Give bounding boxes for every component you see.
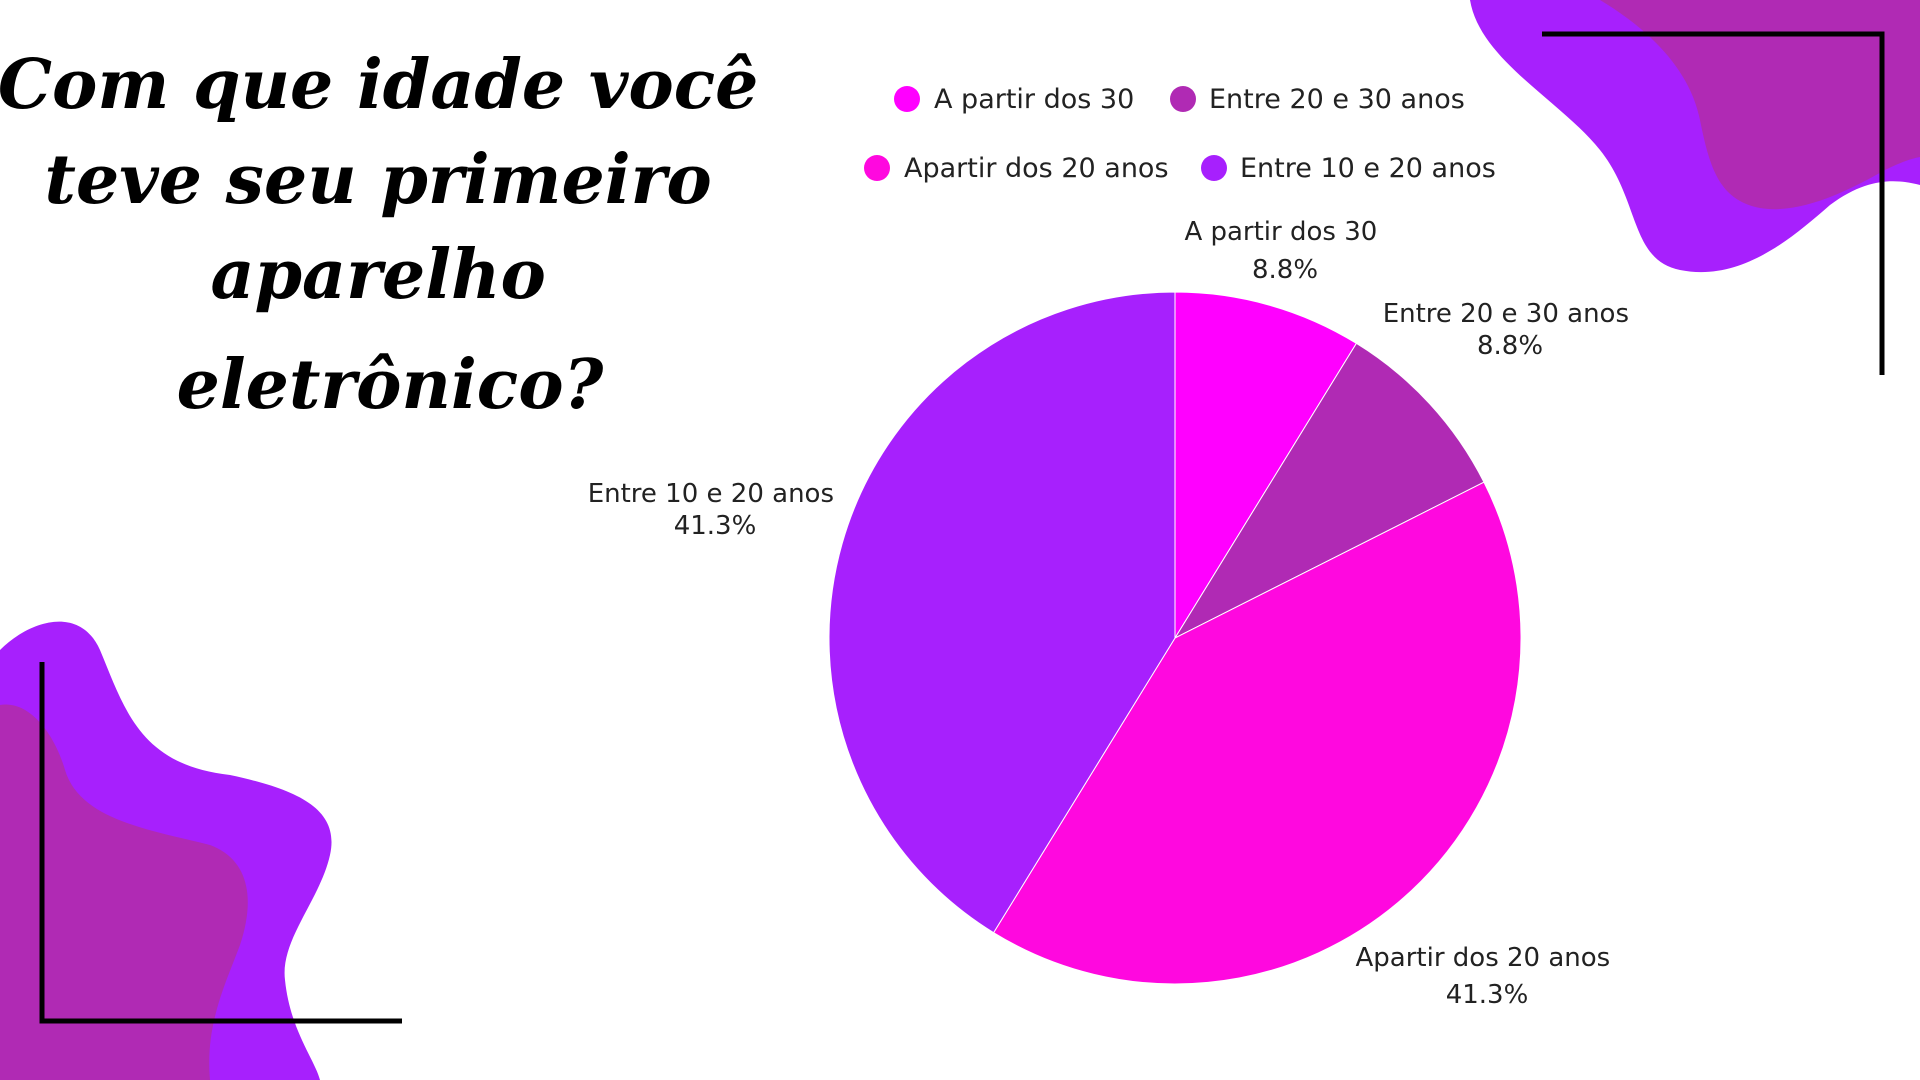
title-line-2: teve seu primeiro xyxy=(45,140,712,220)
legend-label: Entre 20 e 30 anos xyxy=(1209,84,1465,115)
legend-item-entre-10-e-20-anos: Entre 10 e 20 anos xyxy=(1201,153,1496,184)
slice-label-a-partir-dos-30: A partir dos 30 8.8% xyxy=(1184,217,1385,285)
legend-item-a-partir-dos-30: A partir dos 30 xyxy=(894,84,1134,115)
legend-label: Apartir dos 20 anos xyxy=(904,153,1169,184)
legend-item-apartir-dos-20-anos: Apartir dos 20 anos xyxy=(864,153,1169,184)
slice-label-entre-10-e-20-anos: Entre 10 e 20 anos 41.3% xyxy=(588,479,843,541)
slice-label-name: Entre 20 e 30 anos xyxy=(1383,299,1629,329)
legend-item-entre-20-e-30-anos: Entre 20 e 30 anos xyxy=(1170,84,1465,115)
legend-swatch xyxy=(894,86,920,112)
slice-a-partir-dos-30 xyxy=(1174,291,1358,640)
legend-swatch xyxy=(1170,86,1196,112)
frame-bottom-left xyxy=(39,662,402,1024)
page-title: Com que idade você teve seu primeiro apa… xyxy=(0,45,782,425)
frame-top-right xyxy=(1542,31,1885,375)
title-line-4: eletrônico? xyxy=(177,345,605,425)
pie-chart xyxy=(828,291,1522,985)
title-line-3: aparelho xyxy=(210,235,545,315)
slice-label-value: 41.3% xyxy=(1446,980,1529,1010)
decoration-top-right xyxy=(1470,0,1920,375)
slice-label-entre-20-e-30-anos: Entre 20 e 30 anos 8.8% xyxy=(1383,299,1638,361)
blob-top-right-dark xyxy=(1600,0,1920,210)
legend-label: A partir dos 30 xyxy=(934,84,1134,115)
slice-label-name: Entre 10 e 20 anos xyxy=(588,479,834,509)
legend-swatch xyxy=(864,155,890,181)
slice-label-name: A partir dos 30 xyxy=(1184,217,1377,247)
decoration-bottom-left xyxy=(0,621,402,1080)
slice-label-name: Apartir dos 20 anos xyxy=(1356,943,1611,973)
slice-label-value: 8.8% xyxy=(1252,255,1318,285)
legend-swatch xyxy=(1201,155,1227,181)
slice-entre-20-e-30-anos xyxy=(1173,342,1485,640)
blob-bottom-left-dark xyxy=(0,704,248,1080)
chart-legend: A partir dos 30 Entre 20 e 30 anos Apart… xyxy=(864,84,1496,184)
slice-label-value: 41.3% xyxy=(674,511,757,541)
title-line-1: Com que idade você xyxy=(0,45,758,125)
slice-apartir-dos-20-anos xyxy=(992,481,1522,985)
legend-label: Entre 10 e 20 anos xyxy=(1240,153,1496,184)
slice-labels: A partir dos 30 8.8% Entre 20 e 30 anos … xyxy=(588,217,1638,1010)
slice-label-value: 8.8% xyxy=(1477,331,1543,361)
slice-label-apartir-dos-20-anos: Apartir dos 20 anos 41.3% xyxy=(1356,943,1619,1010)
slice-entre-10-e-20-anos xyxy=(828,291,1176,934)
